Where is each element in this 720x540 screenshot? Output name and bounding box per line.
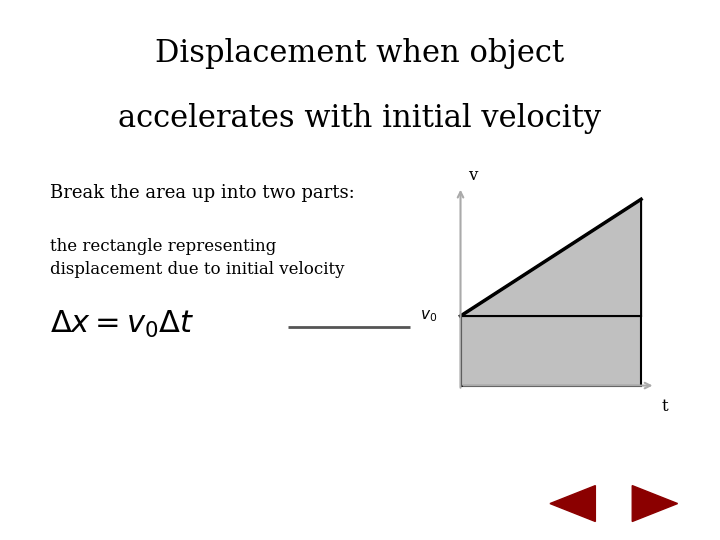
Polygon shape xyxy=(461,316,641,386)
Polygon shape xyxy=(632,485,678,522)
Polygon shape xyxy=(550,485,595,522)
Text: the rectangle representing
displacement due to initial velocity: the rectangle representing displacement … xyxy=(50,238,345,278)
Text: $\Delta x = v_0 \Delta t$: $\Delta x = v_0 \Delta t$ xyxy=(50,308,195,340)
Text: t: t xyxy=(662,398,668,415)
Polygon shape xyxy=(461,199,641,316)
Text: Break the area up into two parts:: Break the area up into two parts: xyxy=(50,184,355,201)
Text: Displacement when object: Displacement when object xyxy=(156,38,564,69)
Text: $v_0$: $v_0$ xyxy=(420,308,437,324)
Text: v: v xyxy=(468,167,477,184)
Text: accelerates with initial velocity: accelerates with initial velocity xyxy=(118,103,602,133)
